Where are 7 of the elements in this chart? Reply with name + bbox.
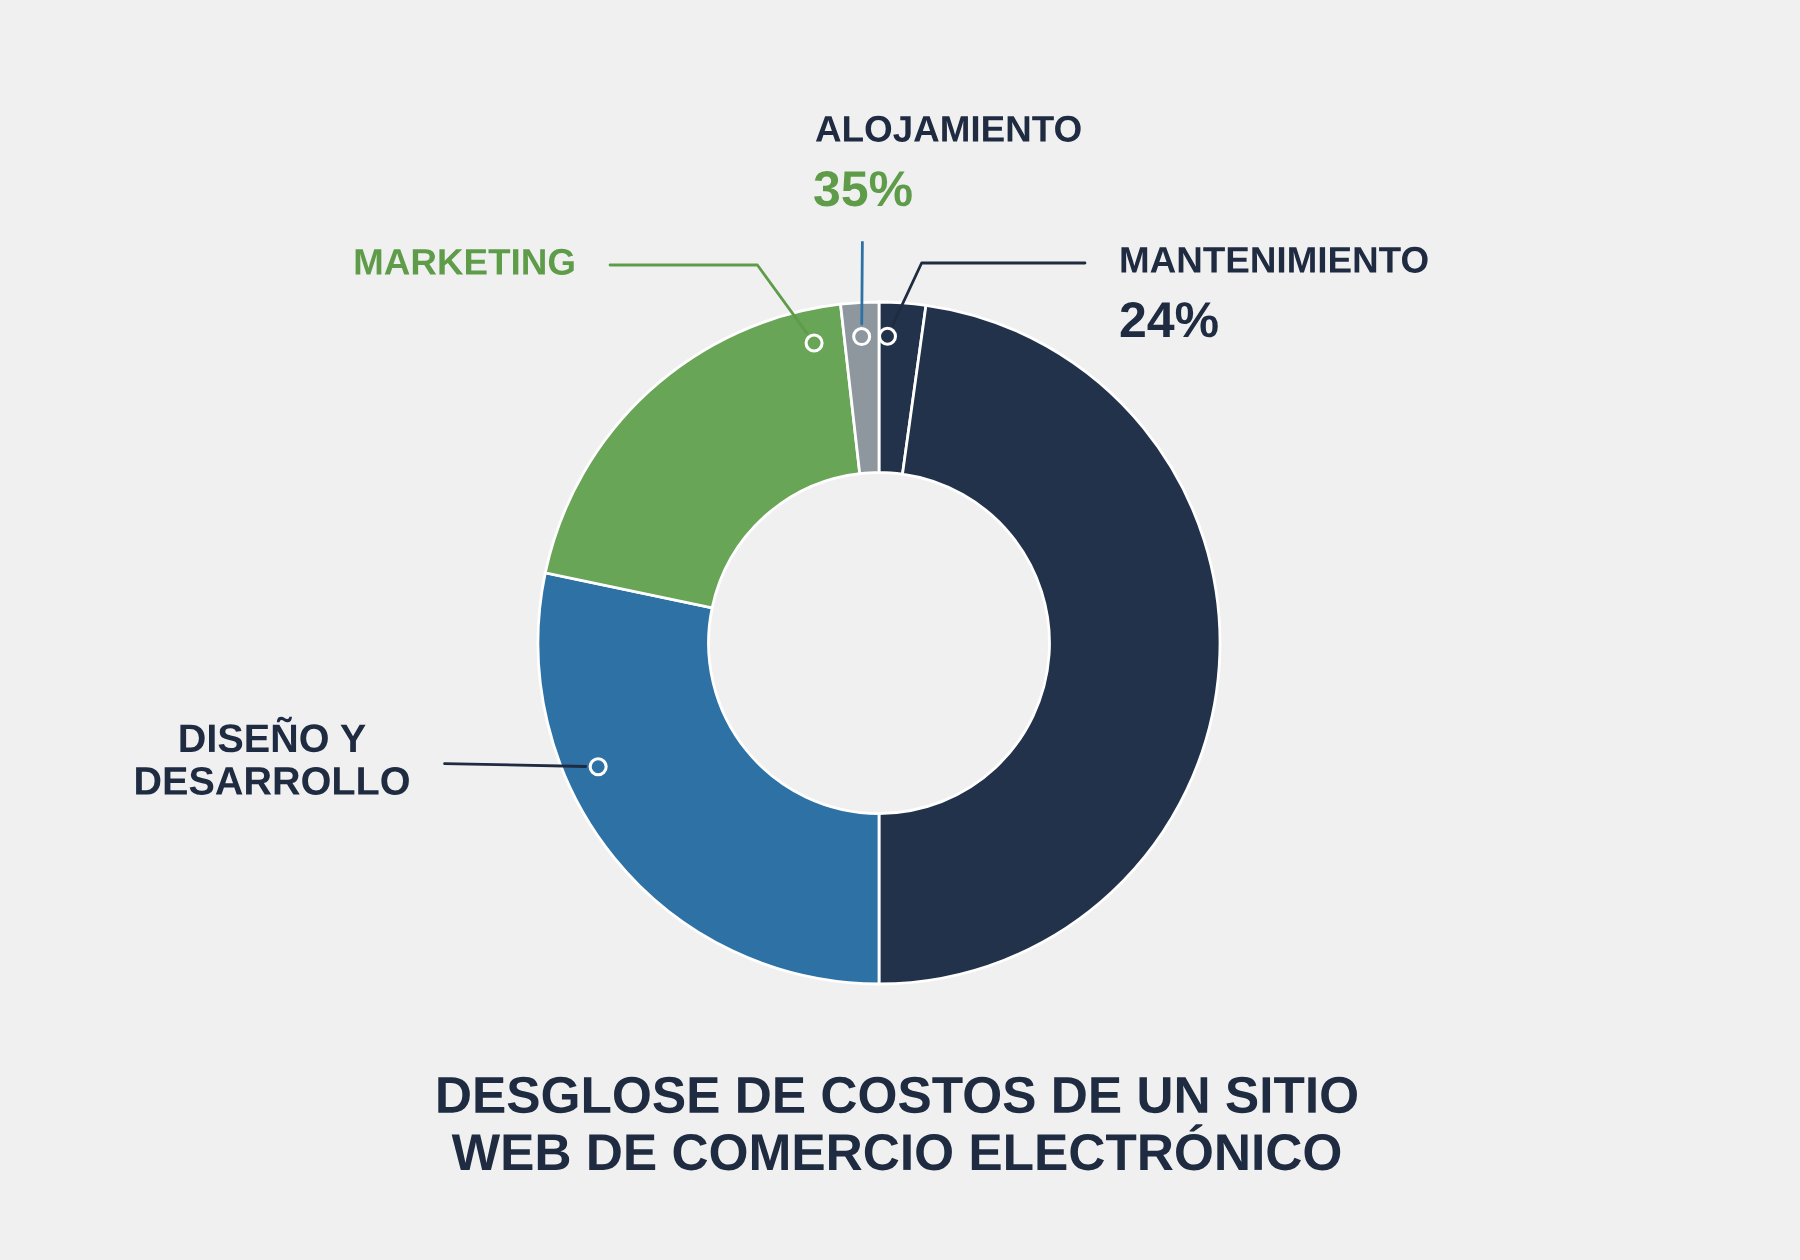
text: 24%	[1120, 302, 1218, 338]
slice-label: MARKETING	[355, 248, 574, 275]
text: DESGLOSE DE COSTOS DE UN SITIO WEB DE COMERCIO ELECTRÓNICO	[438, 1076, 1357, 1171]
text: 35%	[814, 171, 912, 207]
slice-label: DISEÑO Y DESARROLLO	[136, 716, 409, 795]
slice-label: MANTENIMIENTO	[1121, 246, 1428, 273]
slice-label: ALOJAMIENTO	[815, 115, 1081, 142]
